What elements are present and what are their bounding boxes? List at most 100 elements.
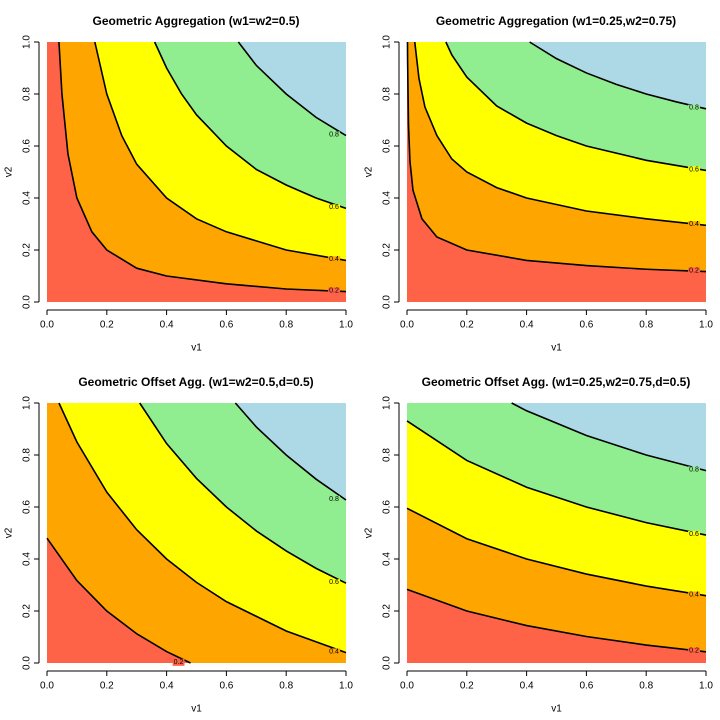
y-tick-label: 1.0 bbox=[22, 35, 33, 49]
y-tick-label: 0.8 bbox=[22, 448, 33, 462]
y-tick-label: 0.2 bbox=[22, 243, 33, 257]
y-tick-label: 0.6 bbox=[382, 500, 393, 514]
x-tick-label: 0.8 bbox=[279, 681, 293, 692]
x-tick-label: 0.0 bbox=[40, 681, 54, 692]
y-tick-label: 0.4 bbox=[22, 191, 33, 205]
contour-label-bg bbox=[688, 166, 700, 174]
contour-label-bg bbox=[688, 530, 700, 538]
contour-line bbox=[94, 41, 347, 262]
x-axis-label: v1 bbox=[191, 704, 202, 715]
x-tick-label: 0.4 bbox=[160, 320, 174, 331]
x-tick-label: 0.2 bbox=[460, 320, 474, 331]
x-tick-label: 0.0 bbox=[400, 681, 414, 692]
contour-line bbox=[406, 588, 707, 653]
x-tick-label: 0.6 bbox=[219, 681, 233, 692]
contour-label: 0.8 bbox=[689, 466, 699, 473]
contour-label-bg bbox=[328, 256, 340, 264]
x-tick-label: 0.8 bbox=[279, 320, 293, 331]
contour-line bbox=[406, 507, 707, 597]
y-axis-label: v2 bbox=[4, 166, 15, 177]
y-tick-label: 0.0 bbox=[22, 656, 33, 670]
contour-label-bg bbox=[328, 579, 340, 587]
contour-label: 0.4 bbox=[689, 592, 699, 599]
contour-label: 0.2 bbox=[689, 267, 699, 274]
contour-line bbox=[58, 41, 347, 293]
y-tick-label: 0.2 bbox=[382, 604, 393, 618]
y-tick-label: 0.6 bbox=[22, 139, 33, 153]
x-tick-label: 1.0 bbox=[339, 320, 353, 331]
x-tick-label: 0.4 bbox=[520, 681, 534, 692]
x-tick-label: 0.4 bbox=[160, 681, 174, 692]
y-tick-label: 0.6 bbox=[22, 500, 33, 514]
contour-region bbox=[47, 403, 346, 663]
contour-label-bg bbox=[328, 204, 340, 212]
contour-label-bg bbox=[328, 495, 340, 503]
contour-line bbox=[46, 537, 191, 664]
contour-label: 0.2 bbox=[689, 648, 699, 655]
contour-label-bg bbox=[688, 647, 700, 655]
contour-label: 0.6 bbox=[329, 204, 339, 211]
chart-title: Geometric Offset Agg. (w1=w2=0.5,d=0.5) bbox=[78, 375, 313, 389]
contour-line bbox=[445, 41, 707, 172]
x-tick-label: 1.0 bbox=[339, 681, 353, 692]
x-axis-label: v1 bbox=[551, 343, 562, 354]
y-tick-label: 0.0 bbox=[22, 295, 33, 309]
contour-label: 0.6 bbox=[689, 166, 699, 173]
contour-region bbox=[47, 42, 346, 302]
contour-line bbox=[139, 402, 347, 584]
y-tick-label: 0.8 bbox=[382, 448, 393, 462]
y-tick-label: 0.0 bbox=[382, 295, 393, 309]
contour-label: 0.8 bbox=[329, 496, 339, 503]
x-axis-label: v1 bbox=[551, 704, 562, 715]
y-tick-label: 1.0 bbox=[382, 396, 393, 410]
chart-title: Geometric Aggregation (w1=w2=0.5) bbox=[93, 14, 300, 28]
x-tick-label: 0.8 bbox=[639, 320, 653, 331]
contour-label-bg bbox=[688, 221, 700, 229]
contour-label-bg bbox=[688, 466, 700, 474]
contour-label: 0.4 bbox=[329, 256, 339, 263]
contour-region bbox=[407, 42, 706, 302]
x-tick-label: 0.2 bbox=[460, 681, 474, 692]
y-tick-label: 0.4 bbox=[382, 191, 393, 205]
contour-region bbox=[407, 589, 706, 663]
x-axis-label: v1 bbox=[191, 343, 202, 354]
y-tick-label: 0.0 bbox=[382, 656, 393, 670]
contour-label-bg bbox=[688, 267, 700, 275]
contour-label: 0.4 bbox=[329, 648, 339, 655]
y-tick-label: 0.2 bbox=[22, 604, 33, 618]
chart-title: Geometric Offset Agg. (w1=0.25,w2=0.75,d… bbox=[422, 375, 691, 389]
contour-line bbox=[406, 41, 707, 273]
contour-label-bg bbox=[688, 104, 700, 112]
y-tick-label: 0.4 bbox=[22, 552, 33, 566]
contour-line bbox=[406, 420, 707, 536]
x-tick-label: 1.0 bbox=[699, 320, 713, 331]
y-tick-label: 1.0 bbox=[382, 35, 393, 49]
y-axis-label: v2 bbox=[364, 527, 375, 538]
contour-label: 0.8 bbox=[689, 105, 699, 112]
contour-label: 0.4 bbox=[689, 221, 699, 228]
contour-label: 0.2 bbox=[329, 287, 339, 294]
contour-label-bg bbox=[328, 131, 340, 139]
y-tick-label: 0.6 bbox=[382, 139, 393, 153]
x-tick-label: 1.0 bbox=[699, 681, 713, 692]
contour-label-bg bbox=[172, 658, 185, 666]
contour-region bbox=[47, 42, 346, 302]
contour-line bbox=[413, 41, 707, 227]
contour-label: 0.2 bbox=[174, 659, 184, 666]
x-tick-label: 0.6 bbox=[579, 681, 593, 692]
contour-line bbox=[234, 402, 347, 501]
y-axis-label: v2 bbox=[364, 166, 375, 177]
y-tick-label: 0.2 bbox=[382, 243, 393, 257]
contour-label: 0.6 bbox=[329, 579, 339, 586]
x-tick-label: 0.6 bbox=[579, 320, 593, 331]
contour-label-bg bbox=[328, 648, 340, 656]
contour-line bbox=[153, 41, 347, 210]
y-tick-label: 0.8 bbox=[22, 87, 33, 101]
contour-region bbox=[407, 42, 706, 302]
x-tick-label: 0.2 bbox=[100, 320, 114, 331]
contour-line bbox=[511, 402, 707, 472]
x-tick-label: 0.0 bbox=[40, 320, 54, 331]
contour-region bbox=[47, 538, 191, 663]
contour-line bbox=[58, 402, 347, 654]
